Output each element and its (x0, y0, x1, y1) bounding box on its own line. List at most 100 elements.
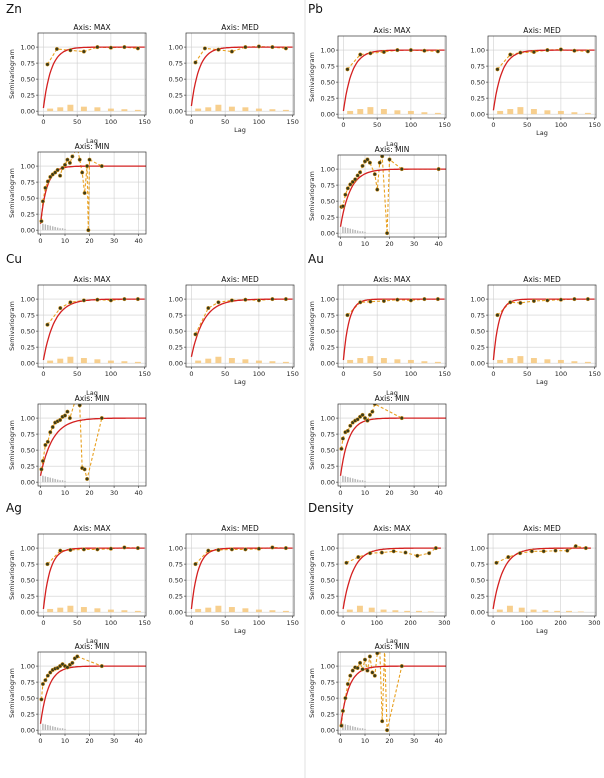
data-point (495, 313, 500, 318)
model-line (339, 168, 446, 227)
y-tick-label: 1.00 (321, 165, 335, 173)
y-tick-label: 0.50 (321, 694, 335, 702)
panel-title: Axis: MIN (75, 642, 110, 651)
histogram-bar (282, 361, 289, 364)
data-point (391, 549, 396, 554)
data-point (381, 298, 386, 304)
cu-panel-med: 0 50 100 150 0.00 0.25 0.50 0.75 1.00 Axis: MED La… (169, 275, 299, 386)
y-axis-label: Semivariogram (8, 550, 16, 600)
histogram-bar (347, 359, 354, 364)
data-point (68, 48, 73, 53)
y-tick-label: 0.25 (21, 592, 35, 600)
histogram-bar (64, 228, 66, 231)
model-line (190, 298, 293, 357)
x-tick-label: 10 (61, 489, 69, 497)
data-point (348, 182, 353, 187)
histogram-bar (364, 728, 366, 731)
histogram-bar (47, 477, 49, 483)
pb-panel-max: 0 50 100 150 0.00 0.25 0.50 0.75 1.00 Axis: MAX Se… (308, 26, 451, 129)
histogram-bar (255, 609, 262, 613)
histogram-bar (61, 480, 64, 483)
data-point (65, 409, 70, 414)
x-tick-label: 0 (341, 370, 345, 378)
data-point (495, 67, 500, 72)
data-point (350, 668, 355, 673)
zn-group-title: Zn (6, 2, 22, 16)
x-tick-label: 50 (221, 619, 229, 627)
panel-title: Axis: MAX (373, 275, 410, 284)
x-axis-label: Lag (536, 378, 548, 386)
data-point (380, 719, 385, 724)
panel-frame (37, 32, 147, 116)
histogram-bar (49, 725, 51, 731)
x-axis-label: Lag (234, 378, 246, 386)
experimental-line (40, 152, 103, 231)
y-tick-label: 0.00 (169, 107, 183, 115)
histogram-bar (49, 225, 51, 231)
y-tick-label: 0.50 (169, 576, 183, 584)
data-point (270, 297, 275, 302)
data-point (229, 547, 234, 552)
experimental-line (194, 298, 286, 335)
histogram-bar (361, 480, 364, 483)
experimental-line (40, 404, 103, 480)
data-point (436, 167, 441, 172)
data-point (70, 154, 75, 159)
x-tick-label: 0 (338, 489, 342, 497)
histogram-bar (56, 227, 59, 231)
data-point (39, 467, 44, 472)
histogram-bar (497, 359, 504, 364)
y-tick-label: 0.00 (321, 110, 335, 118)
y-tick-label: 0.50 (321, 327, 335, 335)
data-point (122, 545, 127, 550)
data-point (80, 170, 85, 175)
data-point (48, 174, 53, 180)
data-point (60, 165, 65, 171)
histogram-bar (215, 104, 222, 112)
histogram-bar (94, 359, 101, 364)
histogram-bar (434, 112, 441, 115)
panel-title: Axis: MIN (375, 642, 410, 651)
y-tick-label: 0.25 (169, 91, 183, 99)
panel-title: Axis: MAX (73, 524, 110, 533)
y-tick-label: 1.00 (321, 295, 335, 303)
y-tick-label: 0.25 (471, 343, 485, 351)
data-point (358, 52, 363, 57)
data-point (81, 547, 86, 552)
data-point (82, 190, 87, 196)
histogram-bar (577, 611, 584, 613)
data-point (531, 298, 536, 304)
y-tick-label: 0.25 (21, 343, 35, 351)
x-tick-label: 40 (134, 737, 142, 745)
x-tick-label: 0 (341, 121, 345, 129)
x-tick-label: 0 (189, 619, 193, 627)
histogram-bar (421, 361, 428, 364)
y-tick-label: 0.00 (169, 608, 183, 616)
data-point (345, 67, 350, 72)
x-tick-label: 50 (373, 370, 381, 378)
x-tick-label: 0 (41, 619, 45, 627)
panel-frame (337, 533, 447, 617)
histogram-bar (346, 609, 353, 613)
experimental-line (496, 545, 587, 564)
ag-group-title: Ag (6, 501, 22, 515)
data-point (508, 52, 513, 57)
au-panel-med: 0 50 100 150 0.00 0.25 0.50 0.75 1.00 Axis: MED La… (471, 275, 601, 386)
histogram-bar (195, 360, 202, 364)
y-tick-label: 0.75 (21, 430, 35, 438)
y-tick-label: 0.25 (321, 592, 335, 600)
x-tick-label: 0 (38, 237, 42, 245)
y-axis-label: Semivariogram (8, 49, 16, 99)
data-point (385, 231, 390, 236)
x-axis-label: Lag (86, 137, 98, 145)
data-point (355, 417, 360, 422)
x-tick-label: 20 (385, 489, 393, 497)
density-panel-max: 0 100 200 300 0.00 0.25 0.50 0.75 1.00 Axis: MAX S… (308, 524, 451, 627)
plot-area (39, 404, 146, 483)
histogram-bar (344, 227, 347, 234)
histogram-bar (54, 726, 56, 731)
data-point (39, 219, 44, 224)
histogram-bar (368, 607, 375, 613)
histogram-bar (80, 358, 87, 364)
data-point (372, 172, 377, 177)
